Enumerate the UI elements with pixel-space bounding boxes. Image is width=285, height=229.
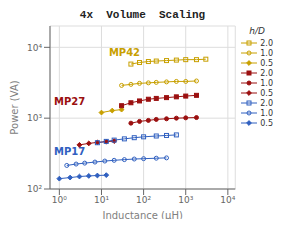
html-text:1.0: 1.0 <box>260 108 273 118</box>
html-text:0.5: 0.5 <box>260 118 273 128</box>
svg-text:10¹: 10¹ <box>94 195 109 205</box>
html-text:1.0: 1.0 <box>260 78 273 88</box>
html-text:1.0: 1.0 <box>260 48 273 58</box>
svg-text:MP42: MP42 <box>109 47 140 58</box>
svg-text:10²: 10² <box>27 184 42 194</box>
svg-text:MP27: MP27 <box>54 96 85 107</box>
svg-text:MP17: MP17 <box>54 146 85 157</box>
html-text:0.5: 0.5 <box>260 58 273 68</box>
html-text:4x Volume Scaling: 4x Volume Scaling <box>79 9 206 21</box>
svg-text:Power (VA): Power (VA) <box>9 80 20 134</box>
svg-text:10²: 10² <box>136 195 151 205</box>
svg-text:10⁴: 10⁴ <box>220 195 235 205</box>
html-text:2.0: 2.0 <box>260 68 273 78</box>
svg-text:Inductance (μH): Inductance (μH) <box>102 210 182 219</box>
html-text:0.5: 0.5 <box>260 88 273 98</box>
html-text:h/D: h/D <box>249 26 265 36</box>
html-text:2.0: 2.0 <box>260 38 273 48</box>
svg-text:10³: 10³ <box>27 113 42 123</box>
html-text:2.0: 2.0 <box>260 98 273 108</box>
svg-text:10³: 10³ <box>178 195 193 205</box>
svg-text:10⁰: 10⁰ <box>52 195 67 205</box>
svg-text:10⁴: 10⁴ <box>27 43 42 53</box>
